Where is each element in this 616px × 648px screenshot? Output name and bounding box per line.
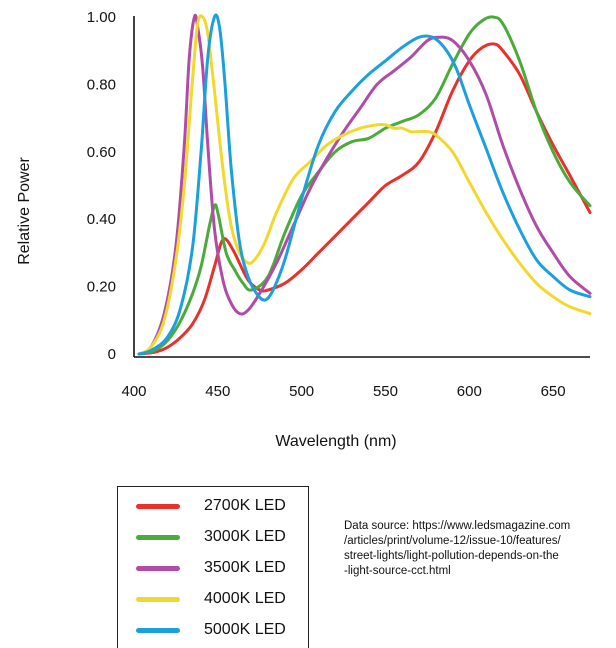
legend-label: 5000K LED <box>204 621 286 638</box>
plot-area <box>137 13 592 356</box>
x-axis-title: Wavelength (nm) <box>275 433 396 450</box>
source-line: -light-source-cct.html <box>344 565 451 577</box>
legend-swatch <box>136 566 180 571</box>
series-line-2700k <box>137 42 592 356</box>
legend-label: 3500K LED <box>204 559 286 576</box>
source-line: /articles/print/volume-12/issue-10/featu… <box>344 535 561 547</box>
legend-label: 4000K LED <box>204 590 286 607</box>
y-tick-label: 0.80 <box>87 76 116 93</box>
legend-item-3000k: 3000K LED <box>118 527 308 549</box>
legend-item-3500k: 3500K LED <box>118 558 308 580</box>
y-axis-title: Relative Power <box>16 157 33 265</box>
y-tick-label: 1.00 <box>87 9 116 26</box>
legend-item-4000k: 4000K LED <box>118 589 308 611</box>
y-tick-labels: 0 0.20 0.40 0.60 0.80 1.00 <box>87 9 116 363</box>
x-tick-label: 550 <box>373 383 398 400</box>
y-tick-label: 0.40 <box>87 211 116 228</box>
legend-label: 3000K LED <box>204 528 286 545</box>
legend-item-2700k: 2700K LED <box>118 496 308 518</box>
legend-swatch <box>136 597 180 602</box>
legend-swatch <box>136 504 180 509</box>
x-tick-label: 600 <box>457 383 482 400</box>
x-tick-label: 650 <box>541 383 566 400</box>
legend-item-5000k: 5000K LED <box>118 620 308 642</box>
series-line-4000k <box>137 14 592 356</box>
x-tick-label: 450 <box>205 383 230 400</box>
y-tick-label: 0 <box>108 346 116 363</box>
y-tick-label: 0.60 <box>87 144 116 161</box>
x-tick-label: 500 <box>289 383 314 400</box>
series-line-5000k <box>137 13 592 356</box>
source-line: street-lights/light-pollution-depends-on… <box>344 550 559 562</box>
y-tick-label: 0.20 <box>87 279 116 296</box>
x-tick-labels: 400 450 500 550 600 650 <box>121 383 565 400</box>
spectrum-line-chart: 0 0.20 0.40 0.60 0.80 1.00 400 450 500 550 600 650… <box>16 9 592 450</box>
legend-swatch <box>136 628 180 633</box>
x-tick-label: 400 <box>121 383 146 400</box>
legend: 2700K LED 3000K LED 3500K LED 4000K LED … <box>117 486 309 648</box>
source-line: Data source: https://www.ledsmagazine.co… <box>344 520 571 532</box>
legend-label: 2700K LED <box>204 497 286 514</box>
data-source-note: Data source: https://www.ledsmagazine.co… <box>344 519 616 579</box>
legend-swatch <box>136 535 180 540</box>
